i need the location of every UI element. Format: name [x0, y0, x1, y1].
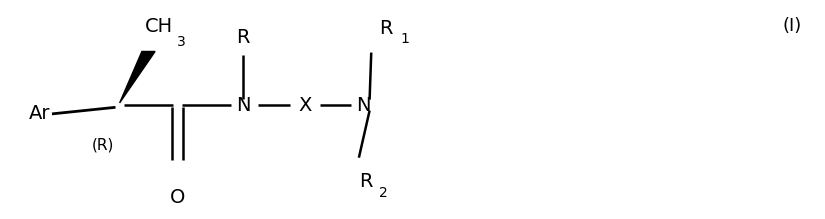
- Text: (I): (I): [782, 17, 802, 35]
- Text: 1: 1: [400, 32, 409, 46]
- Text: 3: 3: [177, 35, 186, 49]
- Text: R: R: [359, 172, 372, 191]
- Text: CH: CH: [144, 17, 172, 36]
- Text: O: O: [170, 188, 185, 207]
- Text: R: R: [237, 28, 250, 47]
- Polygon shape: [120, 51, 155, 103]
- Text: R: R: [380, 19, 393, 38]
- Text: Ar: Ar: [29, 104, 50, 123]
- Text: (R): (R): [92, 137, 115, 152]
- Text: 2: 2: [380, 186, 389, 200]
- Text: X: X: [299, 96, 312, 115]
- Text: N: N: [356, 96, 370, 115]
- Text: N: N: [236, 96, 251, 115]
